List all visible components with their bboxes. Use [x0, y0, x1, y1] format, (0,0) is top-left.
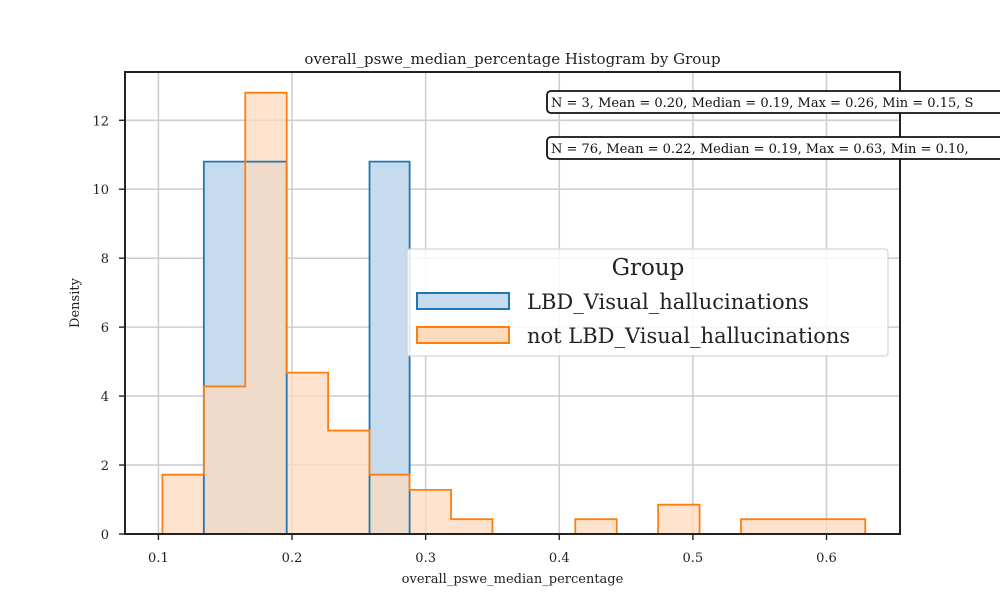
y-tick-label: 10	[92, 183, 109, 198]
y-tick-label: 8	[101, 252, 109, 267]
y-axis-label: Density	[68, 277, 83, 328]
histogram-outline	[161, 91, 867, 535]
stats-box-not-lbd: N = 76, Mean = 0.22, Median = 0.19, Max …	[546, 136, 1000, 160]
y-tick-label: 0	[101, 528, 109, 543]
y-tick-label: 2	[101, 459, 109, 474]
histogram-bar	[658, 504, 700, 534]
legend-swatch-lbd	[416, 292, 510, 310]
legend-box	[406, 248, 889, 357]
x-tick-label: 0.4	[549, 551, 570, 566]
histogram-bar	[369, 474, 410, 534]
y-tick-label: 4	[101, 390, 109, 405]
y-tick-label: 12	[92, 114, 109, 129]
stats-text-lbd: N = 3, Mean = 0.20, Median = 0.19, Max =…	[551, 96, 973, 111]
stats-text-not-lbd: N = 76, Mean = 0.22, Median = 0.19, Max …	[551, 142, 969, 157]
x-tick-label: 0.3	[415, 551, 436, 566]
histogram-bar	[451, 519, 493, 534]
chart-title: overall_pswe_median_percentage Histogram…	[304, 50, 720, 68]
legend-title: Group	[612, 255, 685, 281]
y-tick-label: 6	[101, 321, 109, 336]
axis-ticks: 0.1 0.2 0.3 0.4 0.5 0.6 0 2 4 6 8 10 12	[92, 114, 836, 566]
stats-annotations: N = 3, Mean = 0.20, Median = 0.19, Max =…	[546, 90, 1000, 160]
histogram-bar	[245, 92, 287, 534]
legend-label-lbd: LBD_Visual_hallucinations	[527, 290, 809, 314]
histogram-bar	[409, 489, 452, 534]
x-tick-label: 0.1	[148, 551, 169, 566]
x-axis-label: overall_pswe_median_percentage	[402, 572, 624, 587]
histogram-bar	[740, 519, 866, 534]
histogram-bar	[203, 386, 246, 534]
histogram-bars	[161, 91, 867, 535]
x-tick-label: 0.6	[816, 551, 837, 566]
histogram-bar	[162, 474, 204, 534]
histogram-bar	[575, 519, 617, 534]
legend-swatch-not-lbd	[416, 326, 510, 344]
histogram-bar	[328, 430, 370, 534]
stats-box-lbd: N = 3, Mean = 0.20, Median = 0.19, Max =…	[546, 90, 1000, 114]
x-tick-label: 0.2	[282, 551, 303, 566]
x-tick-label: 0.5	[683, 551, 704, 566]
legend: Group LBD_Visual_hallucinations not LBD_…	[406, 248, 889, 357]
legend-label-not-lbd: not LBD_Visual_hallucinations	[527, 324, 850, 348]
plot-area-frame	[124, 71, 901, 535]
histogram-bar	[286, 372, 329, 534]
histogram-bar	[369, 161, 410, 534]
